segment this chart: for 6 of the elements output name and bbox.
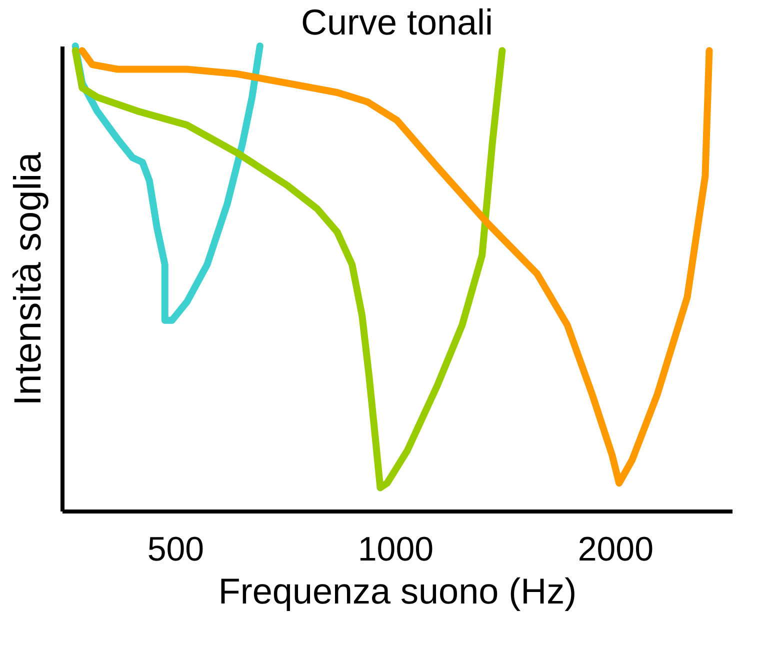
x-axis-title: Frequenza suono (Hz) — [218, 570, 577, 612]
y-axis-title: Intensità soglia — [8, 151, 50, 406]
x-tick-label: 1000 — [358, 530, 434, 568]
chart-title: Curve tonali — [300, 2, 494, 42]
x-tick-label: 2000 — [578, 530, 654, 568]
x-tick-label: 500 — [147, 530, 204, 568]
